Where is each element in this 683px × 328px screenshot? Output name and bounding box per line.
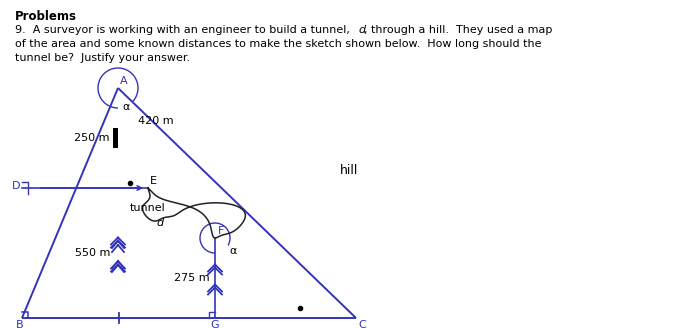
Bar bbox=[113, 128, 118, 148]
Text: Problems: Problems bbox=[15, 10, 77, 23]
Text: 275 m: 275 m bbox=[174, 273, 210, 283]
Text: D: D bbox=[12, 181, 20, 191]
Text: α: α bbox=[122, 102, 129, 112]
Text: B: B bbox=[16, 320, 24, 328]
Text: hill: hill bbox=[340, 163, 359, 176]
Text: tunnel: tunnel bbox=[130, 203, 166, 213]
Text: F: F bbox=[218, 226, 225, 236]
Text: tunnel be?  Justify your answer.: tunnel be? Justify your answer. bbox=[15, 53, 190, 63]
Text: d: d bbox=[358, 25, 365, 35]
Text: G: G bbox=[210, 320, 219, 328]
Text: 9.  A surveyor is working with an engineer to build a tunnel,: 9. A surveyor is working with an enginee… bbox=[15, 25, 353, 35]
Text: α: α bbox=[229, 246, 236, 256]
Text: E: E bbox=[150, 176, 157, 186]
Text: C: C bbox=[358, 320, 366, 328]
Text: 420 m: 420 m bbox=[138, 116, 173, 126]
Text: 550 m: 550 m bbox=[74, 248, 110, 258]
Text: A: A bbox=[120, 76, 128, 86]
Text: 250 m: 250 m bbox=[74, 133, 110, 143]
Text: d: d bbox=[156, 218, 163, 228]
Text: of the area and some known distances to make the sketch shown below.  How long s: of the area and some known distances to … bbox=[15, 39, 542, 49]
Text: , through a hill.  They used a map: , through a hill. They used a map bbox=[364, 25, 553, 35]
